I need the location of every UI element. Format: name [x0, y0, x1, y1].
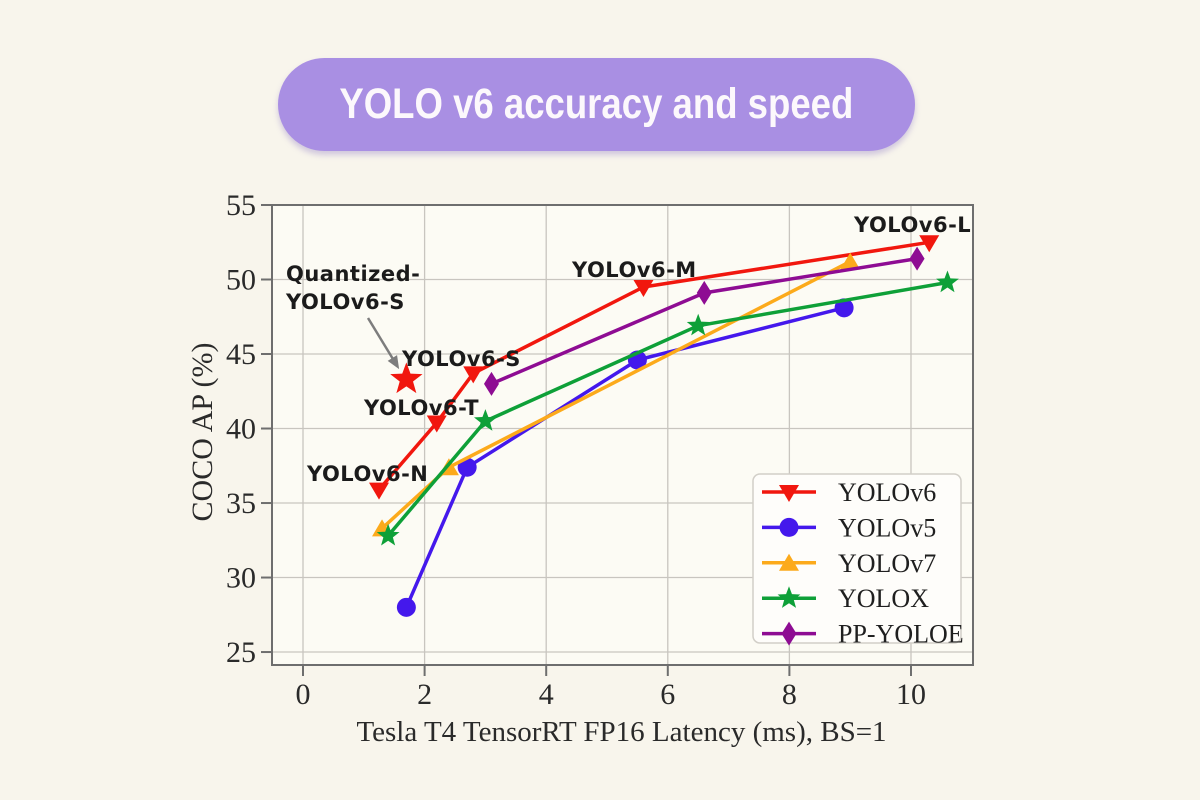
legend-marker: [779, 517, 799, 537]
title-banner: YOLO v6 accuracy and speed: [278, 58, 915, 151]
x-tick-label: 8: [782, 678, 797, 711]
marker-PP-YOLOE: [696, 280, 712, 305]
legend-label: YOLOX: [838, 584, 929, 613]
y-tick-label: 40: [226, 413, 256, 446]
annotation-label: YOLOv6-L: [853, 213, 971, 237]
y-tick-label: 50: [226, 264, 256, 297]
legend-box: [752, 473, 962, 644]
annotation-label: YOLOv6-M: [571, 258, 697, 282]
legend-marker: [781, 621, 797, 646]
marker-YOLOv6: [633, 279, 654, 297]
marker-YOLOX: [686, 313, 710, 336]
legend-marker: [779, 553, 799, 571]
annotation-arrow: [366, 317, 400, 370]
y-tick-label: 55: [226, 189, 256, 222]
arrow-head: [387, 355, 400, 370]
marker-YOLOv6: [463, 366, 484, 384]
x-tick-label: 6: [660, 678, 675, 711]
series-YOLOX: [376, 270, 959, 546]
legend-entry: YOLOv5: [762, 513, 936, 542]
marker-YOLOX: [376, 523, 400, 546]
annotation-label: YOLOv6-T: [363, 396, 479, 420]
ticks: 0 2 4 6 8 10 25 30 35 40 45 50 55: [226, 189, 926, 711]
x-tick-label: 2: [417, 678, 432, 711]
y-tick-label: 45: [226, 338, 256, 371]
legend-label: PP-YOLOE: [838, 620, 964, 649]
marker-YOLOv5: [396, 597, 416, 617]
quantized-star-marker: [390, 362, 423, 394]
legend-entry: YOLOX: [762, 584, 929, 613]
page-title: YOLO v6 accuracy and speed: [339, 80, 854, 128]
legend-marker: [779, 485, 799, 502]
x-tick-label: 0: [296, 678, 311, 711]
y-tick-label: 30: [226, 562, 256, 595]
marker-YOLOX: [936, 270, 959, 293]
legend-marker: [777, 586, 801, 608]
y-tick-label: 25: [226, 636, 256, 669]
x-tick-label: 10: [896, 678, 926, 711]
marker-YOLOX: [473, 409, 497, 431]
legend: YOLOv6 YOLOv5 YOLOv7 YOLOX PP-YOLOE: [752, 473, 964, 649]
legend-label: YOLOv7: [838, 549, 936, 578]
legend-label: YOLOv6: [838, 478, 936, 507]
y-tick-label: 35: [226, 487, 256, 520]
marker-PP-YOLOE: [483, 371, 499, 396]
x-axis-label: Tesla T4 TensorRT FP16 Latency (ms), BS=…: [356, 716, 886, 748]
annotation-label: YOLOv6-S: [285, 290, 405, 314]
marker-YOLOv6: [426, 415, 447, 433]
plot-spines: [271, 204, 974, 666]
series-PP-YOLOE: [483, 246, 925, 396]
y-axis-label: COCO AP (%): [186, 343, 219, 522]
x-tick-label: 4: [539, 678, 554, 711]
marker-PP-YOLOE: [909, 246, 925, 271]
marker-YOLOv6: [369, 482, 390, 500]
annotation-label: YOLOv6-S: [401, 347, 521, 371]
marker-YOLOv5: [457, 457, 477, 477]
annotation-label: Quantized-: [286, 262, 420, 286]
legend-entry: PP-YOLOE: [762, 620, 964, 649]
series-YOLOv6: [369, 235, 940, 500]
arrow-line: [366, 317, 398, 365]
annotation-label: YOLOv6-N: [306, 462, 428, 486]
series-line-YOLOX: [386, 280, 948, 537]
legend-label: YOLOv5: [838, 513, 936, 542]
marker-YOLOv6: [919, 235, 940, 253]
marker-YOLOv5: [834, 298, 854, 318]
marker-YOLOv7: [840, 252, 861, 270]
legend-entry: YOLOv7: [762, 549, 936, 578]
legend-entry: YOLOv6: [762, 478, 936, 507]
